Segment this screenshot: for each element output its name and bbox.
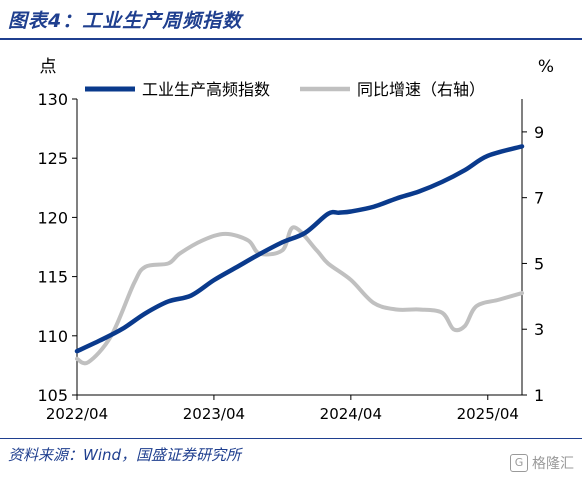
y-right-tick-label: 1: [534, 386, 544, 405]
x-tick-label: 2024/04: [320, 405, 382, 423]
right-axis-unit: %: [538, 57, 554, 77]
source-note: 资料来源：Wind，国盛证券研究所: [8, 446, 242, 464]
x-tick-label: 2023/04: [183, 405, 245, 423]
watermark-logo-icon: G: [510, 454, 528, 472]
watermark: G 格隆汇: [510, 453, 574, 473]
y-left-tick-label: 105: [37, 386, 68, 405]
y-left-tick-label: 120: [37, 208, 68, 227]
y-right-tick-label: 7: [534, 189, 544, 208]
line-chart: 105 110 115 120 125 130 1 3 5 7 9 2022/04 2023/04 202…: [37, 57, 554, 423]
y-right-tick-label: 3: [534, 320, 544, 339]
y-left-tick-label: 110: [37, 327, 68, 346]
watermark-text: 格隆汇: [532, 456, 574, 472]
y-left-tick-label: 130: [37, 90, 68, 109]
x-tick-label: 2022/04: [46, 405, 108, 423]
legend-label: 工业生产高频指数: [142, 80, 270, 99]
y-left-tick-label: 115: [37, 268, 68, 287]
y-right-tick-label: 5: [534, 254, 544, 273]
series-line-index: [74, 144, 525, 354]
series-line-yoy: [75, 225, 524, 366]
legend-label: 同比增速（右轴）: [357, 80, 485, 99]
figure-title: 图表4：工业生产周频指数: [8, 10, 243, 32]
legend: 工业生产高频指数 同比增速（右轴）: [85, 80, 485, 99]
x-tick-label: 2025/04: [457, 405, 519, 423]
axes-group: 105 110 115 120 125 130 1 3 5 7 9 2022/04 2023/04 202…: [37, 57, 554, 423]
left-axis-unit: 点: [40, 57, 57, 77]
y-left-tick-label: 125: [37, 149, 68, 168]
title-divider: [0, 38, 582, 40]
source-divider: [0, 438, 582, 439]
series-layer: [74, 144, 525, 366]
y-right-tick-label: 9: [534, 123, 544, 142]
